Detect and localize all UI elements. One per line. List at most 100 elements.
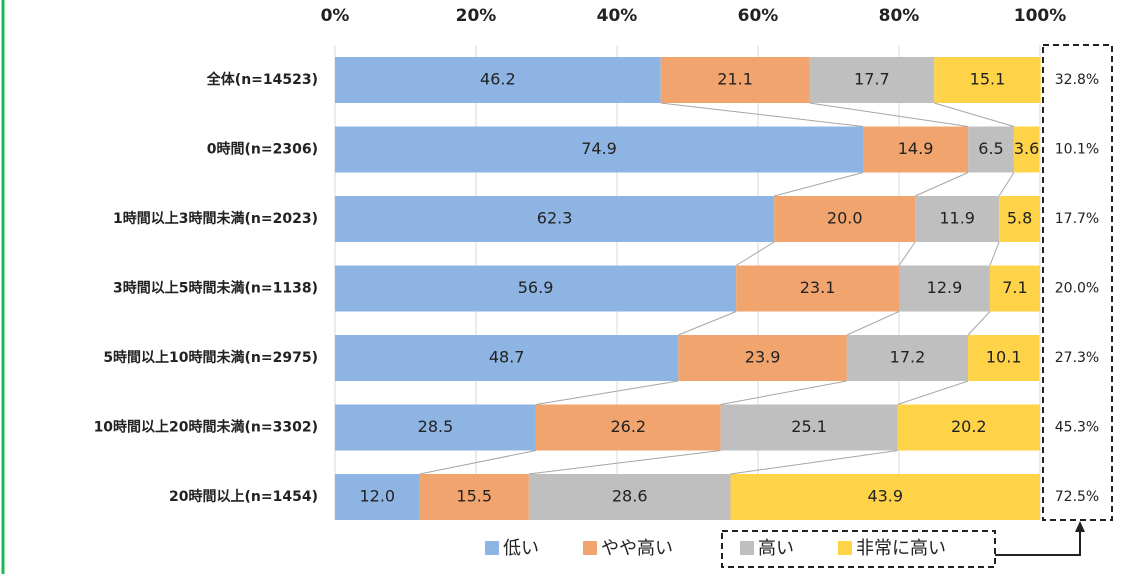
bar-segment — [335, 265, 737, 312]
data-label: 17.2 — [890, 348, 926, 367]
data-label: 12.0 — [359, 487, 395, 506]
connector-line — [915, 172, 969, 197]
bar-segment — [899, 265, 990, 312]
data-label: 6.5 — [978, 139, 1003, 158]
bar-segment — [335, 404, 536, 451]
y-tick-label: 0時間(n=2306) — [207, 141, 318, 158]
arrow-head — [1075, 521, 1085, 532]
bar-segment — [999, 196, 1040, 242]
legend-swatch — [740, 541, 754, 555]
connector-line — [774, 172, 864, 197]
data-label: 20.0 — [827, 209, 863, 228]
bar-segment — [335, 196, 775, 242]
data-label: 26.2 — [610, 417, 646, 436]
total-label: 32.8% — [1055, 72, 1099, 88]
connector-line — [419, 450, 537, 475]
bar-segment — [934, 57, 1041, 103]
y-tick-label: 全体(n=14523) — [206, 71, 318, 88]
connector-line — [720, 380, 847, 405]
data-label: 23.1 — [800, 278, 836, 297]
bar-segment — [419, 474, 529, 520]
bar-segment — [968, 335, 1040, 381]
bar-segment — [335, 57, 661, 103]
connector-line — [897, 380, 969, 405]
connector-line — [846, 311, 900, 336]
connector-line — [967, 311, 991, 336]
legend-label: 低い — [503, 538, 539, 559]
x-tick-label: 100% — [1014, 6, 1067, 26]
x-tick-label: 40% — [597, 6, 638, 26]
data-label: 23.9 — [745, 348, 781, 367]
bar-segment — [774, 196, 916, 242]
x-tick-label: 80% — [879, 6, 920, 26]
connector-line — [528, 450, 721, 475]
legend-swatch — [583, 541, 597, 555]
total-label: 17.7% — [1055, 211, 1099, 227]
data-label: 28.5 — [418, 417, 454, 436]
connector-line — [730, 450, 898, 475]
bar-segment — [736, 265, 899, 312]
data-label: 74.9 — [581, 139, 617, 158]
data-label: 48.7 — [489, 348, 525, 367]
bar-segment — [897, 404, 1040, 451]
bar-segment — [720, 404, 898, 451]
legend-swatch — [485, 541, 499, 555]
bar-segment — [335, 126, 864, 173]
data-label: 20.2 — [951, 417, 987, 436]
legend-label: 高い — [758, 538, 794, 559]
data-label: 62.3 — [537, 209, 573, 228]
connector-line — [998, 172, 1015, 197]
connector-line — [989, 241, 1000, 266]
total-label: 10.1% — [1055, 142, 1099, 158]
data-label: 12.9 — [927, 278, 963, 297]
data-label: 5.8 — [1007, 209, 1032, 228]
bar-segment — [1013, 126, 1040, 173]
connector-line — [660, 102, 864, 127]
data-label: 7.1 — [1002, 278, 1027, 297]
data-label: 46.2 — [480, 70, 516, 89]
connector-line — [535, 380, 679, 405]
data-label: 11.9 — [939, 209, 975, 228]
total-label: 27.3% — [1055, 350, 1099, 366]
bar-segment — [730, 474, 1040, 520]
connector-line — [735, 241, 775, 266]
total-label: 45.3% — [1055, 420, 1099, 436]
total-label: 72.5% — [1055, 489, 1099, 505]
connector-line — [809, 102, 969, 127]
data-label: 43.9 — [867, 487, 903, 506]
bar-segment — [335, 335, 679, 381]
legend-label: やや高い — [601, 538, 673, 559]
connector-line — [678, 311, 737, 336]
totals-box — [1042, 44, 1113, 521]
bar-segment — [915, 196, 1000, 242]
bar-segment — [846, 335, 969, 381]
y-tick-label: 3時間以上5時間未満(n=1138) — [113, 280, 318, 297]
bar-segment — [528, 474, 731, 520]
arrow — [995, 530, 1081, 556]
bar-segment — [535, 404, 721, 451]
y-tick-label: 10時間以上20時間未満(n=3302) — [94, 419, 318, 436]
data-label: 25.1 — [791, 417, 827, 436]
connector-line — [898, 241, 916, 266]
data-label: 3.6 — [1014, 139, 1039, 158]
x-tick-label: 60% — [738, 6, 779, 26]
total-label: 20.0% — [1055, 281, 1099, 297]
y-tick-label: 1時間以上3時間未満(n=2023) — [113, 210, 318, 227]
x-tick-label: 20% — [456, 6, 497, 26]
data-label: 28.6 — [612, 487, 648, 506]
data-label: 56.9 — [518, 278, 554, 297]
data-label: 21.1 — [717, 70, 753, 89]
data-label: 10.1 — [986, 348, 1022, 367]
bar-segment — [863, 126, 969, 173]
data-label: 14.9 — [898, 139, 934, 158]
data-label: 17.7 — [854, 70, 890, 89]
connector-line — [934, 102, 1015, 127]
y-tick-label: 20時間以上(n=1454) — [169, 488, 318, 505]
x-tick-label: 0% — [321, 6, 350, 26]
legend-swatch — [838, 541, 852, 555]
legend-highlight-box — [721, 530, 996, 568]
bar-segment — [809, 57, 935, 103]
data-label: 15.1 — [970, 70, 1006, 89]
data-label: 15.5 — [456, 487, 492, 506]
